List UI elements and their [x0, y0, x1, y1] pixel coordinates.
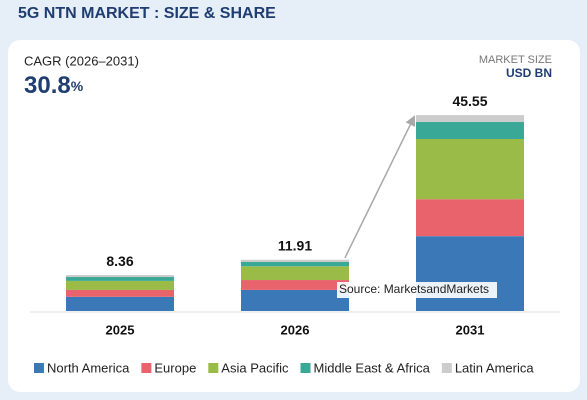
bar-segment [241, 261, 349, 267]
bar-segment [241, 289, 349, 311]
bar-segment [66, 277, 174, 281]
legend-label: North America [47, 360, 130, 375]
legend-label: Latin America [455, 360, 535, 375]
bar-segment [241, 259, 349, 262]
unit: USD BN [506, 66, 552, 80]
x-tick-label: 2031 [456, 322, 485, 337]
cagr-unit: % [71, 78, 84, 94]
total-label: 45.55 [452, 93, 487, 109]
bar-segment [241, 280, 349, 290]
bar-segment [66, 296, 174, 311]
bar-segment [416, 236, 524, 311]
source-bg [337, 282, 497, 298]
legend-swatch [141, 363, 152, 373]
bar-segment [241, 266, 349, 281]
x-tick-label: 2025 [106, 322, 135, 337]
legend-swatch [208, 363, 219, 373]
legend-swatch [34, 363, 44, 373]
unit-label: MARKET SIZE [479, 54, 552, 66]
legend-label: Middle East & Africa [314, 360, 431, 375]
cagr-value: 30.8% [24, 72, 84, 99]
cagr-label: CAGR (2026–2031) [24, 53, 139, 68]
source: Source: MarketsandMarkets [339, 282, 489, 296]
legend-label: Asia Pacific [221, 360, 289, 375]
chart-title: 5G NTN MARKET : SIZE & SHARE [18, 5, 276, 22]
bar-segment [416, 139, 524, 200]
bar-segment [416, 115, 524, 123]
bar-segment [66, 275, 174, 278]
bar-segment [66, 280, 174, 290]
bar-segment [66, 289, 174, 297]
total-label: 11.91 [278, 237, 312, 253]
total-label: 8.36 [106, 253, 133, 269]
bar-segment [416, 199, 524, 237]
legend-swatch [441, 363, 452, 373]
bar-segment [416, 122, 524, 139]
x-tick-label: 2026 [281, 322, 310, 337]
legend-swatch [300, 363, 311, 373]
cagr-number: 30.8 [24, 72, 71, 99]
legend-label: Europe [154, 360, 196, 375]
growth-arrow [344, 115, 416, 259]
